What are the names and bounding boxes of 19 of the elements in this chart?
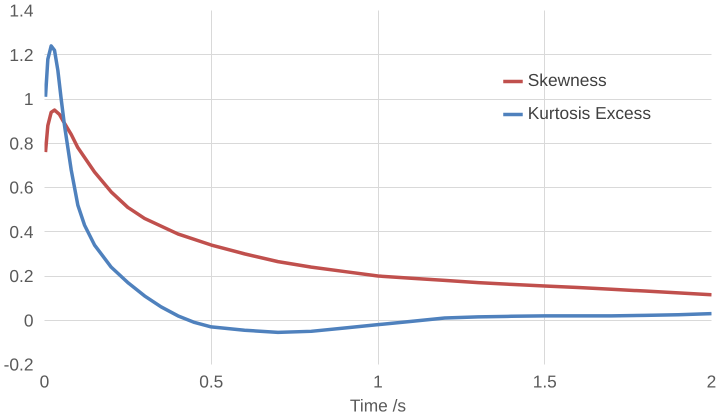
- legend-label: Skewness: [528, 70, 607, 91]
- x-tick-label: 2: [706, 372, 716, 392]
- x-tick-label: 0.5: [199, 372, 224, 392]
- y-tick-label: 1.4: [9, 0, 34, 20]
- x-axis-title: Time /s: [350, 396, 406, 416]
- y-tick-label: 0.2: [9, 266, 34, 286]
- line-series: [44, 108, 712, 297]
- y-tick-label: 0.8: [9, 133, 34, 154]
- y-tick-label: 1.2: [9, 44, 34, 65]
- y-tick-label: 0.6: [9, 178, 34, 198]
- line-series: [44, 44, 712, 334]
- y-tick-label: -0.2: [4, 354, 34, 374]
- legend-label: Kurtosis Excess: [528, 103, 651, 124]
- x-tick-label: 1.5: [532, 372, 557, 392]
- y-tick-label: 0: [24, 310, 34, 330]
- y-tick-label: 0.4: [9, 222, 34, 242]
- x-tick-label: 0: [40, 372, 50, 392]
- x-tick-label: 1: [373, 372, 383, 392]
- y-tick-label: 1: [24, 89, 34, 109]
